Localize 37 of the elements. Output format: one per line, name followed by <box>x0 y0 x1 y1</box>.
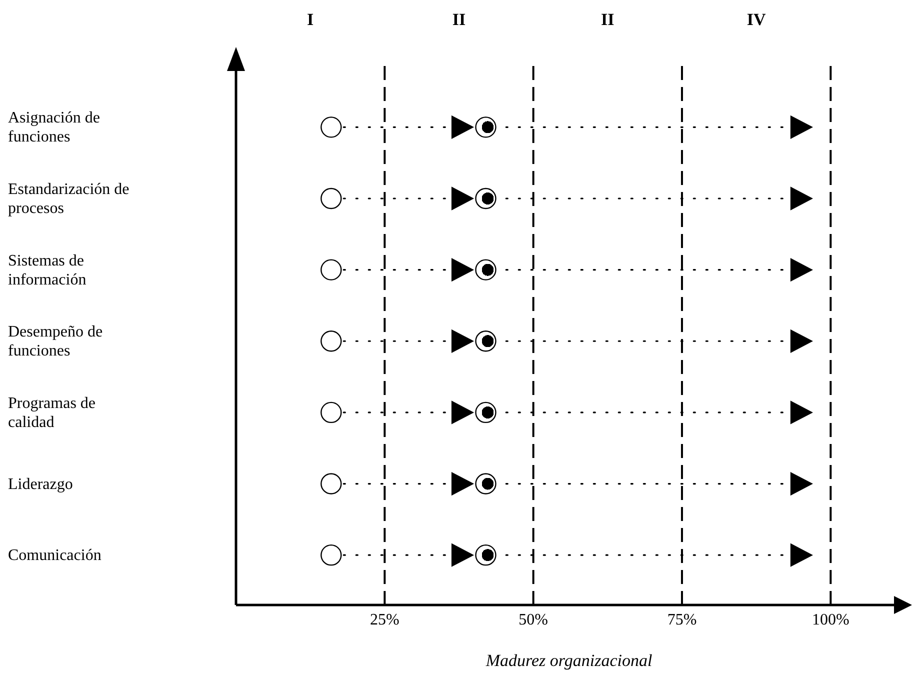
y-tick-label: Estandarización de procesos <box>8 180 130 216</box>
point <box>790 472 812 496</box>
text: I <box>306 10 315 30</box>
x-tick-label: 100% <box>812 611 850 628</box>
point <box>790 330 812 353</box>
point <box>790 544 812 567</box>
y-tick-label: Liderazgo <box>8 475 73 492</box>
point <box>475 116 496 138</box>
point <box>475 188 496 210</box>
point <box>475 330 496 352</box>
point <box>790 187 812 210</box>
point <box>451 330 474 353</box>
text: IV <box>746 10 767 30</box>
y-tick-label: Programas de calidad <box>8 394 96 430</box>
point <box>451 400 474 424</box>
x-tick-label: 25% <box>370 611 400 628</box>
point <box>451 258 474 282</box>
text: II <box>451 10 467 30</box>
point <box>475 473 496 494</box>
y-tick-label: Sistemas de información <box>8 252 86 288</box>
x-tick-label: 50% <box>518 611 548 628</box>
point <box>475 259 496 280</box>
point <box>451 544 474 567</box>
point <box>790 258 812 282</box>
point <box>451 187 474 210</box>
point <box>475 402 496 424</box>
point <box>790 400 812 424</box>
point <box>451 472 474 496</box>
text: II <box>600 10 616 30</box>
y-tick-label: Asignación de funciones <box>8 109 100 146</box>
y-tick-label: Desempeño de funciones <box>8 323 103 360</box>
point <box>451 116 474 139</box>
y-tick-label: Comunicación <box>8 546 102 564</box>
point <box>790 116 812 139</box>
x-tick-label: 75% <box>667 611 697 628</box>
point <box>475 544 496 566</box>
x-axis-title: Madurez organizacional <box>484 651 652 670</box>
